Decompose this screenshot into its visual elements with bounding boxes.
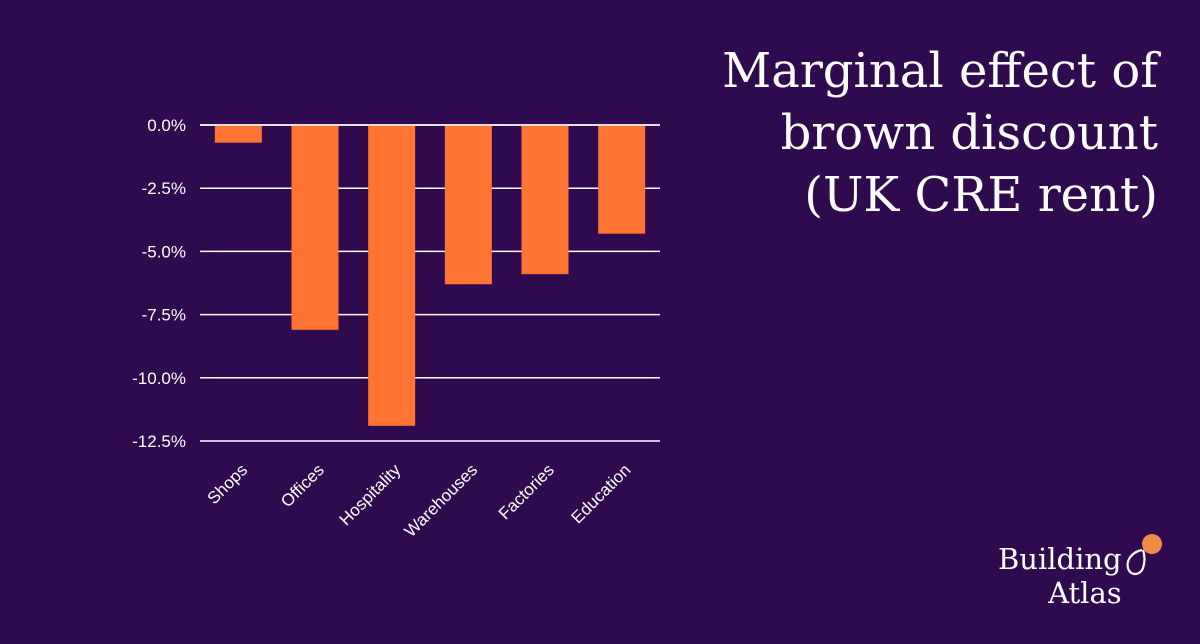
bar-hospitality — [368, 125, 416, 426]
bar-chart: 0.0% -2.5% -5.0% -7.5% -10.0% -12.5% Shops Off… — [132, 116, 660, 541]
gridlines — [200, 124, 660, 442]
x-tick-label: Warehouses — [401, 460, 481, 540]
title-line-3: (UK CRE rent) — [804, 167, 1158, 223]
logo-mark-icon — [1126, 534, 1162, 576]
bar-factories — [521, 125, 569, 275]
title-line-1: Marginal effect of — [722, 43, 1158, 99]
bars — [200, 124, 660, 426]
y-tick-label: -5.0% — [142, 242, 186, 261]
x-tick-label: Shops — [204, 460, 252, 508]
logo-line-atlas: Atlas — [1048, 576, 1122, 610]
chart-title: Marginal effect of brown discount (UK CR… — [598, 40, 1158, 226]
x-tick-label: Offices — [277, 460, 328, 511]
logo-line-building: Building — [998, 542, 1122, 576]
y-axis-ticks: 0.0% -2.5% -5.0% -7.5% -10.0% -12.5% — [132, 116, 186, 451]
x-tick-label: Education — [568, 460, 635, 527]
title-line-2: brown discount — [780, 105, 1158, 161]
y-tick-label: -10.0% — [132, 369, 186, 388]
x-tick-label: Hospitality — [336, 460, 405, 529]
y-tick-label: -12.5% — [132, 432, 186, 451]
y-tick-label: -2.5% — [142, 179, 186, 198]
logo-wordmark: Building Atlas — [998, 542, 1122, 610]
y-tick-label: -7.5% — [142, 306, 186, 325]
y-tick-label: 0.0% — [147, 116, 186, 135]
x-tick-label: Factories — [495, 460, 558, 523]
building-atlas-logo: Building Atlas — [994, 528, 1174, 618]
bar-offices — [291, 125, 339, 330]
bar-warehouses — [444, 125, 492, 285]
bar-shops — [214, 125, 262, 143]
bar-education — [598, 125, 646, 234]
